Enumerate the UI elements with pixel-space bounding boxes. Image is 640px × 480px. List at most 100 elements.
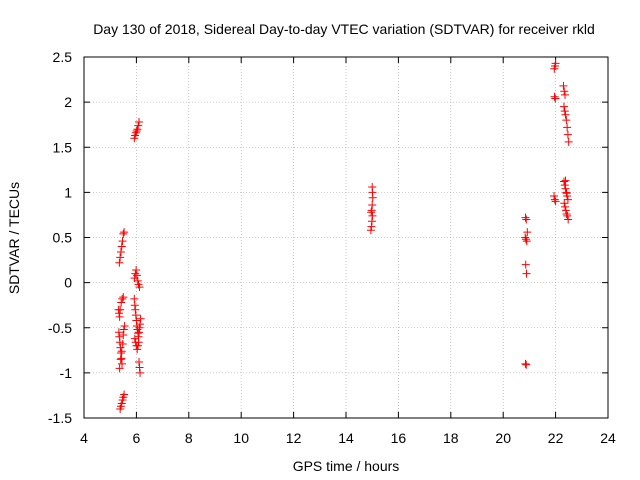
x-tick-label: 18 (443, 430, 459, 446)
data-point (559, 177, 568, 186)
chart-title: Day 130 of 2018, Sidereal Day-to-day VTE… (93, 21, 595, 37)
data-point (562, 210, 571, 219)
data-point (133, 125, 142, 134)
data-point (115, 364, 124, 373)
data-point (564, 215, 573, 224)
data-point (562, 116, 571, 125)
y-tick-label: 1 (64, 184, 72, 200)
data-point (117, 242, 126, 251)
x-tick-label: 4 (80, 430, 88, 446)
data-point (551, 197, 560, 206)
data-point (117, 359, 126, 368)
data-point (522, 237, 531, 246)
data-point (133, 345, 142, 354)
data-point (521, 213, 530, 222)
y-tick-label: 0.5 (53, 230, 73, 246)
data-point (119, 330, 128, 339)
data-point (132, 316, 141, 325)
data-point (115, 312, 124, 321)
data-point (133, 341, 142, 350)
data-point (134, 338, 143, 347)
data-point (132, 127, 141, 136)
data-point (563, 195, 572, 204)
data-point (366, 226, 375, 235)
data-point (523, 228, 532, 237)
data-point (560, 199, 569, 208)
data-point (115, 309, 124, 318)
x-tick-label: 8 (185, 430, 193, 446)
data-point (560, 107, 569, 116)
data-point (120, 228, 129, 237)
data-point (118, 294, 127, 303)
data-point (132, 265, 141, 274)
x-tick-label: 6 (133, 430, 141, 446)
y-axis-label: SDTVAR / TECUs (6, 182, 22, 294)
data-point (116, 305, 125, 314)
data-point (561, 176, 570, 185)
data-point (130, 301, 139, 310)
data-point (368, 182, 377, 191)
data-point (116, 355, 125, 364)
data-point (521, 260, 530, 269)
y-tick-label: -0.5 (48, 320, 72, 336)
data-point (560, 181, 569, 190)
data-point (116, 247, 125, 256)
data-point (119, 325, 128, 334)
data-points (114, 59, 573, 413)
data-point (131, 311, 140, 320)
data-point (136, 314, 145, 323)
data-point (136, 320, 145, 329)
data-point (130, 294, 139, 303)
data-point (551, 94, 560, 103)
plot-frame (83, 56, 609, 419)
data-point (561, 184, 570, 193)
x-tick-label: 24 (600, 430, 616, 446)
data-point (564, 137, 573, 146)
data-point (119, 293, 128, 302)
x-tick-label: 20 (495, 430, 511, 446)
data-point (130, 334, 139, 343)
data-point (560, 87, 569, 96)
data-point (133, 276, 142, 285)
x-tick-label: 10 (233, 430, 249, 446)
data-point (550, 92, 559, 101)
data-point (522, 269, 531, 278)
data-point (563, 211, 572, 220)
data-point (561, 206, 570, 215)
data-point (116, 253, 125, 262)
data-point (521, 359, 530, 368)
x-tick-label: 14 (338, 430, 354, 446)
data-point (563, 130, 572, 139)
data-point (135, 328, 144, 337)
y-tick-label: 1.5 (53, 139, 73, 155)
data-point (550, 191, 559, 200)
data-point (118, 339, 127, 348)
data-point (521, 235, 530, 244)
data-point (131, 128, 140, 137)
data-point (131, 305, 140, 314)
x-tick-label: 12 (286, 430, 302, 446)
data-point (561, 90, 570, 99)
data-point (120, 390, 129, 399)
x-tick-label: 22 (548, 430, 564, 446)
x-tick-label: 16 (391, 430, 407, 446)
y-tick-label: 0 (64, 275, 72, 291)
data-point (119, 229, 128, 238)
data-point (117, 399, 126, 408)
data-point (562, 189, 571, 198)
data-point (561, 110, 570, 119)
data-point (115, 258, 124, 267)
grid-lines (84, 57, 608, 418)
data-point (367, 208, 376, 217)
data-point (120, 321, 129, 330)
data-point (368, 201, 377, 210)
data-point (561, 202, 570, 211)
data-point (117, 298, 126, 307)
y-tick-label: 2.5 (53, 49, 73, 65)
data-point (521, 233, 530, 242)
data-point (132, 271, 141, 280)
data-point (135, 283, 144, 292)
data-point (131, 269, 140, 278)
